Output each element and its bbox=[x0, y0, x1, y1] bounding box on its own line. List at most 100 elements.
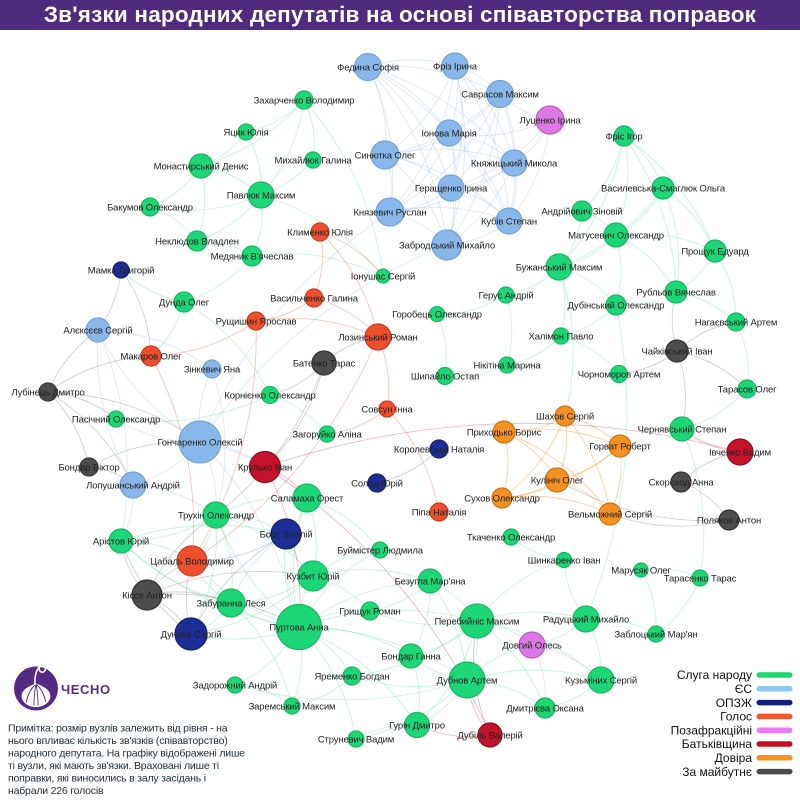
svg-text:Рущишин Ярослав: Рущишин Ярослав bbox=[216, 317, 297, 328]
svg-text:Васильченко Галина: Васильченко Галина bbox=[270, 294, 359, 305]
svg-text:Зв'язки народних депутатів на: Зв'язки народних депутатів на основі спі… bbox=[44, 2, 757, 27]
svg-text:набрали 226 голосів: набрали 226 голосів bbox=[8, 785, 104, 797]
svg-text:Батьківщина: Батьківщина bbox=[682, 737, 753, 751]
svg-text:Князевич Руслан: Князевич Руслан bbox=[354, 208, 427, 219]
svg-text:Дубінський Олександр: Дубінський Олександр bbox=[568, 301, 665, 312]
svg-text:Сухов Олександр: Сухов Олександр bbox=[464, 494, 539, 505]
svg-text:Батенко Тарас: Батенко Тарас bbox=[293, 359, 356, 370]
svg-text:Михайлюк Галина: Михайлюк Галина bbox=[275, 156, 353, 167]
svg-text:Трухін Олександр: Трухін Олександр bbox=[178, 511, 254, 522]
svg-text:Крулько Іван: Крулько Іван bbox=[238, 463, 292, 474]
svg-text:Синютка Олег: Синютка Олег bbox=[355, 151, 416, 162]
svg-text:Лубінець Дмитро: Лубінець Дмитро bbox=[11, 388, 84, 399]
svg-text:Ткаченко Олександр: Ткаченко Олександр bbox=[467, 533, 555, 544]
svg-text:Макаров Олег: Макаров Олег bbox=[121, 352, 183, 363]
svg-text:ті вузли, які мають зв'язки. В: ті вузли, які мають зв'язки. Враховані л… bbox=[8, 760, 219, 772]
svg-text:Примітка: розмір вузлів залежи: Примітка: розмір вузлів залежить від рів… bbox=[8, 723, 228, 735]
svg-text:Тарасов Олег: Тарасов Олег bbox=[718, 385, 778, 396]
svg-text:Клименко Юлія: Клименко Юлія bbox=[287, 228, 353, 239]
svg-text:Герус Андрій: Герус Андрій bbox=[478, 291, 533, 302]
svg-text:Забродський Михайло: Забродський Михайло bbox=[399, 241, 495, 252]
svg-text:Цабаль Володимир: Цабаль Володимир bbox=[150, 557, 234, 568]
svg-text:Горобець Олександр: Горобець Олександр bbox=[392, 310, 482, 321]
svg-text:ЄС: ЄС bbox=[735, 682, 753, 696]
svg-text:Позафракційні: Позафракційні bbox=[671, 723, 752, 737]
svg-text:Зінкевич Яна: Зінкевич Яна bbox=[184, 365, 241, 376]
svg-text:Медяник В'ячеслав: Медяник В'ячеслав bbox=[211, 252, 294, 263]
svg-text:ЧЕСНО: ЧЕСНО bbox=[61, 682, 111, 697]
svg-text:Чорноморов Артем: Чорноморов Артем bbox=[578, 370, 661, 381]
svg-text:Павлюк Максим: Павлюк Максим bbox=[227, 191, 296, 202]
svg-text:Бужанський Максим: Бужанський Максим bbox=[516, 263, 602, 274]
svg-text:Федина Софія: Федина Софія bbox=[337, 63, 399, 74]
svg-text:Вельможний Сергій: Вельможний Сергій bbox=[568, 510, 652, 521]
svg-text:Княжицький Микола: Княжицький Микола bbox=[471, 159, 558, 170]
svg-text:Тарасенко Тарас: Тарасенко Тарас bbox=[664, 574, 737, 585]
svg-text:Гончаренко Олексій: Гончаренко Олексій bbox=[157, 438, 242, 449]
svg-text:Саламаха Орест: Саламаха Орест bbox=[271, 494, 344, 505]
svg-text:Заблоцький Мар'ян: Заблоцький Мар'ян bbox=[614, 630, 697, 641]
svg-text:Луценко Ірина: Луценко Ірина bbox=[520, 116, 582, 127]
svg-text:Пуртова Анна: Пуртова Анна bbox=[269, 623, 329, 634]
svg-text:Матусевич Олександр: Матусевич Олександр bbox=[568, 231, 664, 242]
svg-text:Дубнов Артем: Дубнов Артем bbox=[437, 676, 498, 687]
svg-text:Довіра: Довіра bbox=[715, 751, 753, 765]
svg-text:Саврасов Максим: Саврасов Максим bbox=[461, 90, 539, 101]
svg-text:Дунда Олег: Дунда Олег bbox=[159, 298, 210, 309]
svg-text:Василевська-Смаглюк Ольга: Василевська-Смаглюк Ольга bbox=[601, 184, 726, 195]
svg-text:Мамка Григорій: Мамка Григорій bbox=[88, 266, 154, 277]
svg-text:Андрійович Зіновій: Андрійович Зіновій bbox=[541, 207, 622, 218]
svg-text:Загоруйко Аліна: Загоруйко Аліна bbox=[292, 430, 362, 441]
svg-text:Горват Роберт: Горват Роберт bbox=[589, 442, 651, 453]
svg-text:Кузбит Юрій: Кузбит Юрій bbox=[287, 572, 340, 583]
svg-text:Дунаєв Сергій: Дунаєв Сергій bbox=[161, 630, 222, 641]
svg-text:Прощук Едуард: Прощук Едуард bbox=[681, 247, 749, 258]
svg-text:нього впливає кількість зв'язк: нього впливає кількість зв'язків (співав… bbox=[8, 735, 228, 747]
svg-text:Нагаєвський Артем: Нагаєвський Артем bbox=[695, 318, 778, 329]
svg-text:Лозинський Роман: Лозинський Роман bbox=[338, 333, 417, 344]
svg-text:Шипайло Остап: Шипайло Остап bbox=[411, 372, 479, 383]
svg-text:Фріз Ірина: Фріз Ірина bbox=[433, 62, 478, 73]
svg-text:Кулініч Олег: Кулініч Олег bbox=[531, 476, 584, 487]
svg-text:Бондар Ганна: Бондар Ганна bbox=[381, 652, 441, 663]
svg-text:Халімон Павло: Халімон Павло bbox=[529, 332, 594, 343]
svg-text:Буймістер Людмила: Буймістер Людмила bbox=[337, 546, 424, 557]
svg-text:Арістов Юрій: Арістов Юрій bbox=[93, 537, 149, 548]
svg-text:Солод Юрій: Солод Юрій bbox=[351, 479, 403, 490]
svg-text:Іонушас Сергій: Іонушас Сергій bbox=[351, 272, 415, 283]
svg-text:Приходько Борис: Приходько Борис bbox=[467, 428, 542, 439]
svg-text:За майбутнє: За майбутнє bbox=[682, 765, 752, 779]
svg-text:Неклюдов Владлен: Неклюдов Владлен bbox=[155, 237, 239, 248]
svg-text:Івченко Вадим: Івченко Вадим bbox=[709, 448, 771, 459]
svg-text:Королевська Наталія: Королевська Наталія bbox=[394, 445, 484, 456]
svg-text:Слуга народу: Слуга народу bbox=[677, 668, 752, 682]
svg-text:Поляков Антон: Поляков Антон bbox=[697, 516, 761, 527]
svg-text:Піпа Наталія: Піпа Наталія bbox=[412, 508, 466, 519]
svg-text:Яцик Юлія: Яцик Юлія bbox=[223, 128, 268, 139]
svg-text:Іонова Марія: Іонова Марія bbox=[421, 129, 476, 140]
svg-text:Довгий Олесь: Довгий Олесь bbox=[502, 641, 562, 652]
svg-text:Захарченко Володимир: Захарченко Володимир bbox=[254, 96, 355, 107]
svg-text:Бондар Віктор: Бондар Віктор bbox=[58, 463, 119, 474]
svg-text:Грищук Роман: Грищук Роман bbox=[339, 607, 400, 618]
svg-text:поправки, які виносились в зал: поправки, які виносились в залу засідань… bbox=[8, 772, 206, 784]
svg-text:Яременко Богдан: Яременко Богдан bbox=[314, 672, 389, 683]
svg-text:Дмитрієва Оксана: Дмитрієва Оксана bbox=[506, 704, 584, 715]
svg-text:Чернявський Степан: Чернявський Степан bbox=[638, 425, 727, 436]
svg-text:Рубльов Вячеслав: Рубльов Вячеслав bbox=[636, 288, 716, 299]
svg-text:народного депутата. На графіку: народного депутата. На графіку відображе… bbox=[8, 747, 245, 759]
svg-text:Борт Віталій: Борт Віталій bbox=[260, 530, 313, 541]
svg-text:Перебийніс Максим: Перебийніс Максим bbox=[435, 617, 520, 628]
svg-text:Безугла Мар'яна: Безугла Мар'яна bbox=[395, 577, 467, 588]
svg-text:Чайківський Іван: Чайківський Іван bbox=[642, 347, 713, 358]
svg-text:Гурін Дмитро: Гурін Дмитро bbox=[389, 721, 445, 732]
svg-text:Алєксєєв Сергій: Алєксєєв Сергій bbox=[63, 326, 132, 337]
svg-text:Совсун Інна: Совсун Інна bbox=[361, 405, 413, 416]
svg-text:Нікітіна Марина: Нікітіна Марина bbox=[473, 361, 541, 372]
svg-text:Лопушанський Андрій: Лопушанський Андрій bbox=[86, 481, 180, 492]
svg-text:Радуцький Михайло: Радуцький Михайло bbox=[543, 615, 629, 626]
svg-text:Геращенко Ірина: Геращенко Ірина bbox=[415, 184, 488, 195]
svg-text:Кубів Степан: Кубів Степан bbox=[481, 217, 537, 228]
svg-text:Шахов Сергій: Шахов Сергій bbox=[536, 412, 594, 423]
svg-text:Дубіль Валерій: Дубіль Валерій bbox=[457, 731, 522, 742]
